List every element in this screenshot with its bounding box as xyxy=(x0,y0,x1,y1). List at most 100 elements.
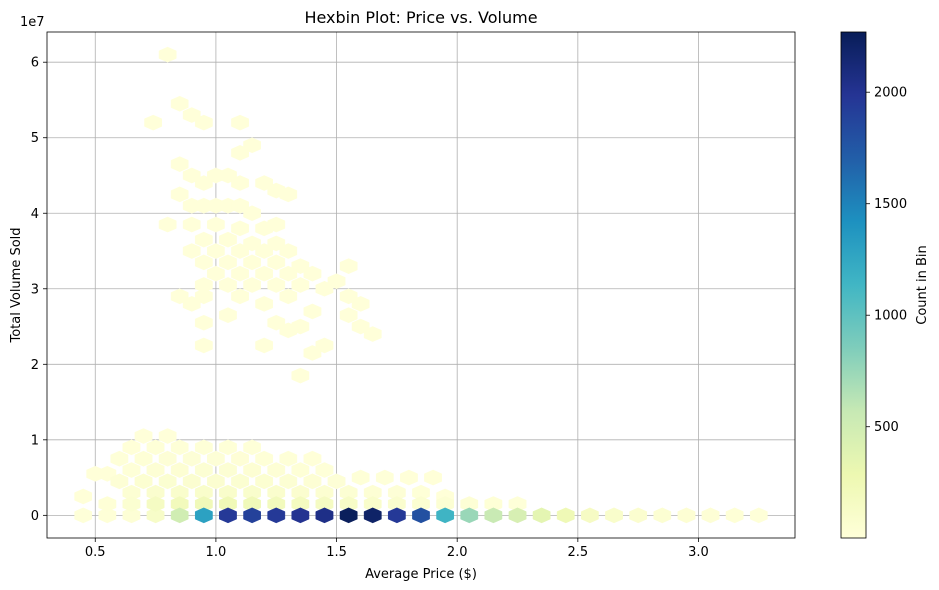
hexbin-cell xyxy=(339,507,358,524)
y-axis-ticks: 0 1 2 3 4 5 6 xyxy=(31,56,47,524)
hexbin-cell xyxy=(339,307,358,324)
hexbin-cell xyxy=(375,469,394,486)
hexbin-cell xyxy=(629,507,648,524)
hexbin-cell xyxy=(146,496,165,512)
hexbin-cell xyxy=(134,428,153,444)
hexbin-cell xyxy=(182,473,201,490)
hexbin-cell xyxy=(207,265,225,282)
colorbar-fill xyxy=(841,32,866,538)
hexbin-cell xyxy=(725,507,744,524)
hexbin-cell xyxy=(158,428,177,444)
x-tick-label: 1.5 xyxy=(326,545,347,560)
hexbin-cell xyxy=(556,507,575,524)
hexbin-cell xyxy=(74,488,93,505)
x-axis-ticks: 0.5 1.0 1.5 2.0 2.5 3.0 xyxy=(85,538,709,560)
hexbin-cell xyxy=(146,439,165,456)
colorbar-ticks: 500 1000 1500 2000 xyxy=(866,86,907,435)
plot-frame xyxy=(46,31,796,539)
hexbin-cell xyxy=(267,254,286,271)
hexbin-cell xyxy=(170,439,189,456)
hexbin-cell xyxy=(98,507,117,524)
hexbin-cell xyxy=(291,462,310,478)
hexbin-cell xyxy=(677,507,696,524)
hexbin-cell xyxy=(363,507,382,524)
hexbin-cell xyxy=(267,277,286,293)
hexbin-cell xyxy=(581,507,599,524)
hexbin-cell xyxy=(231,473,249,490)
hexbin-cell xyxy=(219,439,237,456)
hexbin-cell xyxy=(387,507,406,524)
x-tick-label: 1.0 xyxy=(206,545,227,560)
hexbin-cell xyxy=(363,326,382,342)
hexbin-cell xyxy=(146,507,165,524)
hexbin-cell xyxy=(110,473,129,490)
hexbin-cell xyxy=(291,277,310,293)
hexbin-cell xyxy=(255,265,274,282)
hexbin-cell xyxy=(243,254,261,271)
y-tick-label: 5 xyxy=(31,131,39,146)
hexbin-cell xyxy=(436,507,455,524)
y-axis-label: Total Volume Sold xyxy=(9,227,24,343)
hexbin-cell xyxy=(279,186,298,203)
hexbin-cell xyxy=(255,450,274,467)
hexbin-cell xyxy=(315,280,334,297)
hexbin-cell xyxy=(339,288,358,305)
hexbin-cell xyxy=(219,254,237,271)
hexbin-cell xyxy=(231,450,249,467)
y-axis-offset-label: 1e7 xyxy=(20,15,45,30)
hexbin-cell xyxy=(231,197,249,214)
hexbin-cell xyxy=(267,507,286,524)
hexbin-cell xyxy=(255,473,274,490)
hexbin-cell xyxy=(170,462,189,478)
hexbin-cell xyxy=(231,243,249,259)
hexbin-cell xyxy=(170,186,189,203)
hexbin-cell xyxy=(219,277,237,293)
hexbin-cell xyxy=(144,114,163,131)
hexbin-cell xyxy=(194,337,213,354)
hexbin-cell xyxy=(231,265,249,282)
hexbin-cell xyxy=(243,277,261,293)
hexbin-cell xyxy=(194,314,213,331)
hexbin-cell xyxy=(74,507,93,524)
hexbin-cell xyxy=(243,439,261,456)
y-tick-label: 4 xyxy=(31,207,39,222)
hexbin-cell xyxy=(255,220,274,237)
hexbin-cell xyxy=(182,296,201,312)
hexbin-cell xyxy=(255,243,274,259)
hexbin-cell xyxy=(207,243,225,259)
y-tick-label: 6 xyxy=(31,56,39,71)
hexbin-cell xyxy=(303,473,322,490)
hexbin-cell xyxy=(158,450,177,467)
hexbin-cell xyxy=(291,507,310,524)
colorbar-tick-label: 1500 xyxy=(874,197,907,212)
hexbin-cell xyxy=(315,462,334,478)
hexbin-cell xyxy=(339,258,358,274)
hexbin-cell xyxy=(303,303,322,320)
hexbin-cell xyxy=(508,507,527,524)
colorbar-frame xyxy=(840,31,867,539)
hexbin-cell xyxy=(291,367,310,384)
hexbin-cell xyxy=(327,473,346,490)
hexbin-cell xyxy=(219,307,237,324)
hexbin-cell xyxy=(243,462,261,478)
colorbar: 500 1000 1500 2000 Count in Bin xyxy=(840,31,930,539)
hexbin-cell xyxy=(207,450,225,467)
hexbin-cell xyxy=(749,507,768,524)
hexbin-cell xyxy=(291,318,310,335)
hexbin-cell xyxy=(303,345,322,361)
hexbin-cell xyxy=(194,507,213,524)
hexbin-cell xyxy=(532,507,551,524)
hexbin-cell xyxy=(170,95,189,112)
hexbin-cell xyxy=(110,450,129,467)
hexbin-cell xyxy=(231,220,249,237)
x-axis-label: Average Price ($) xyxy=(365,567,477,582)
hexbin-cell xyxy=(279,265,298,282)
hexbin-cell xyxy=(134,450,153,467)
y-tick-label: 3 xyxy=(31,282,39,297)
hexbin-cell xyxy=(122,496,141,512)
colorbar-tick-label: 500 xyxy=(874,420,899,435)
colorbar-tick-label: 2000 xyxy=(874,86,907,101)
plot-area: 0.5 1.0 1.5 2.0 2.5 3.0 0 1 2 3 4 5 6 xyxy=(31,31,796,560)
hexbin-cell xyxy=(194,231,213,248)
